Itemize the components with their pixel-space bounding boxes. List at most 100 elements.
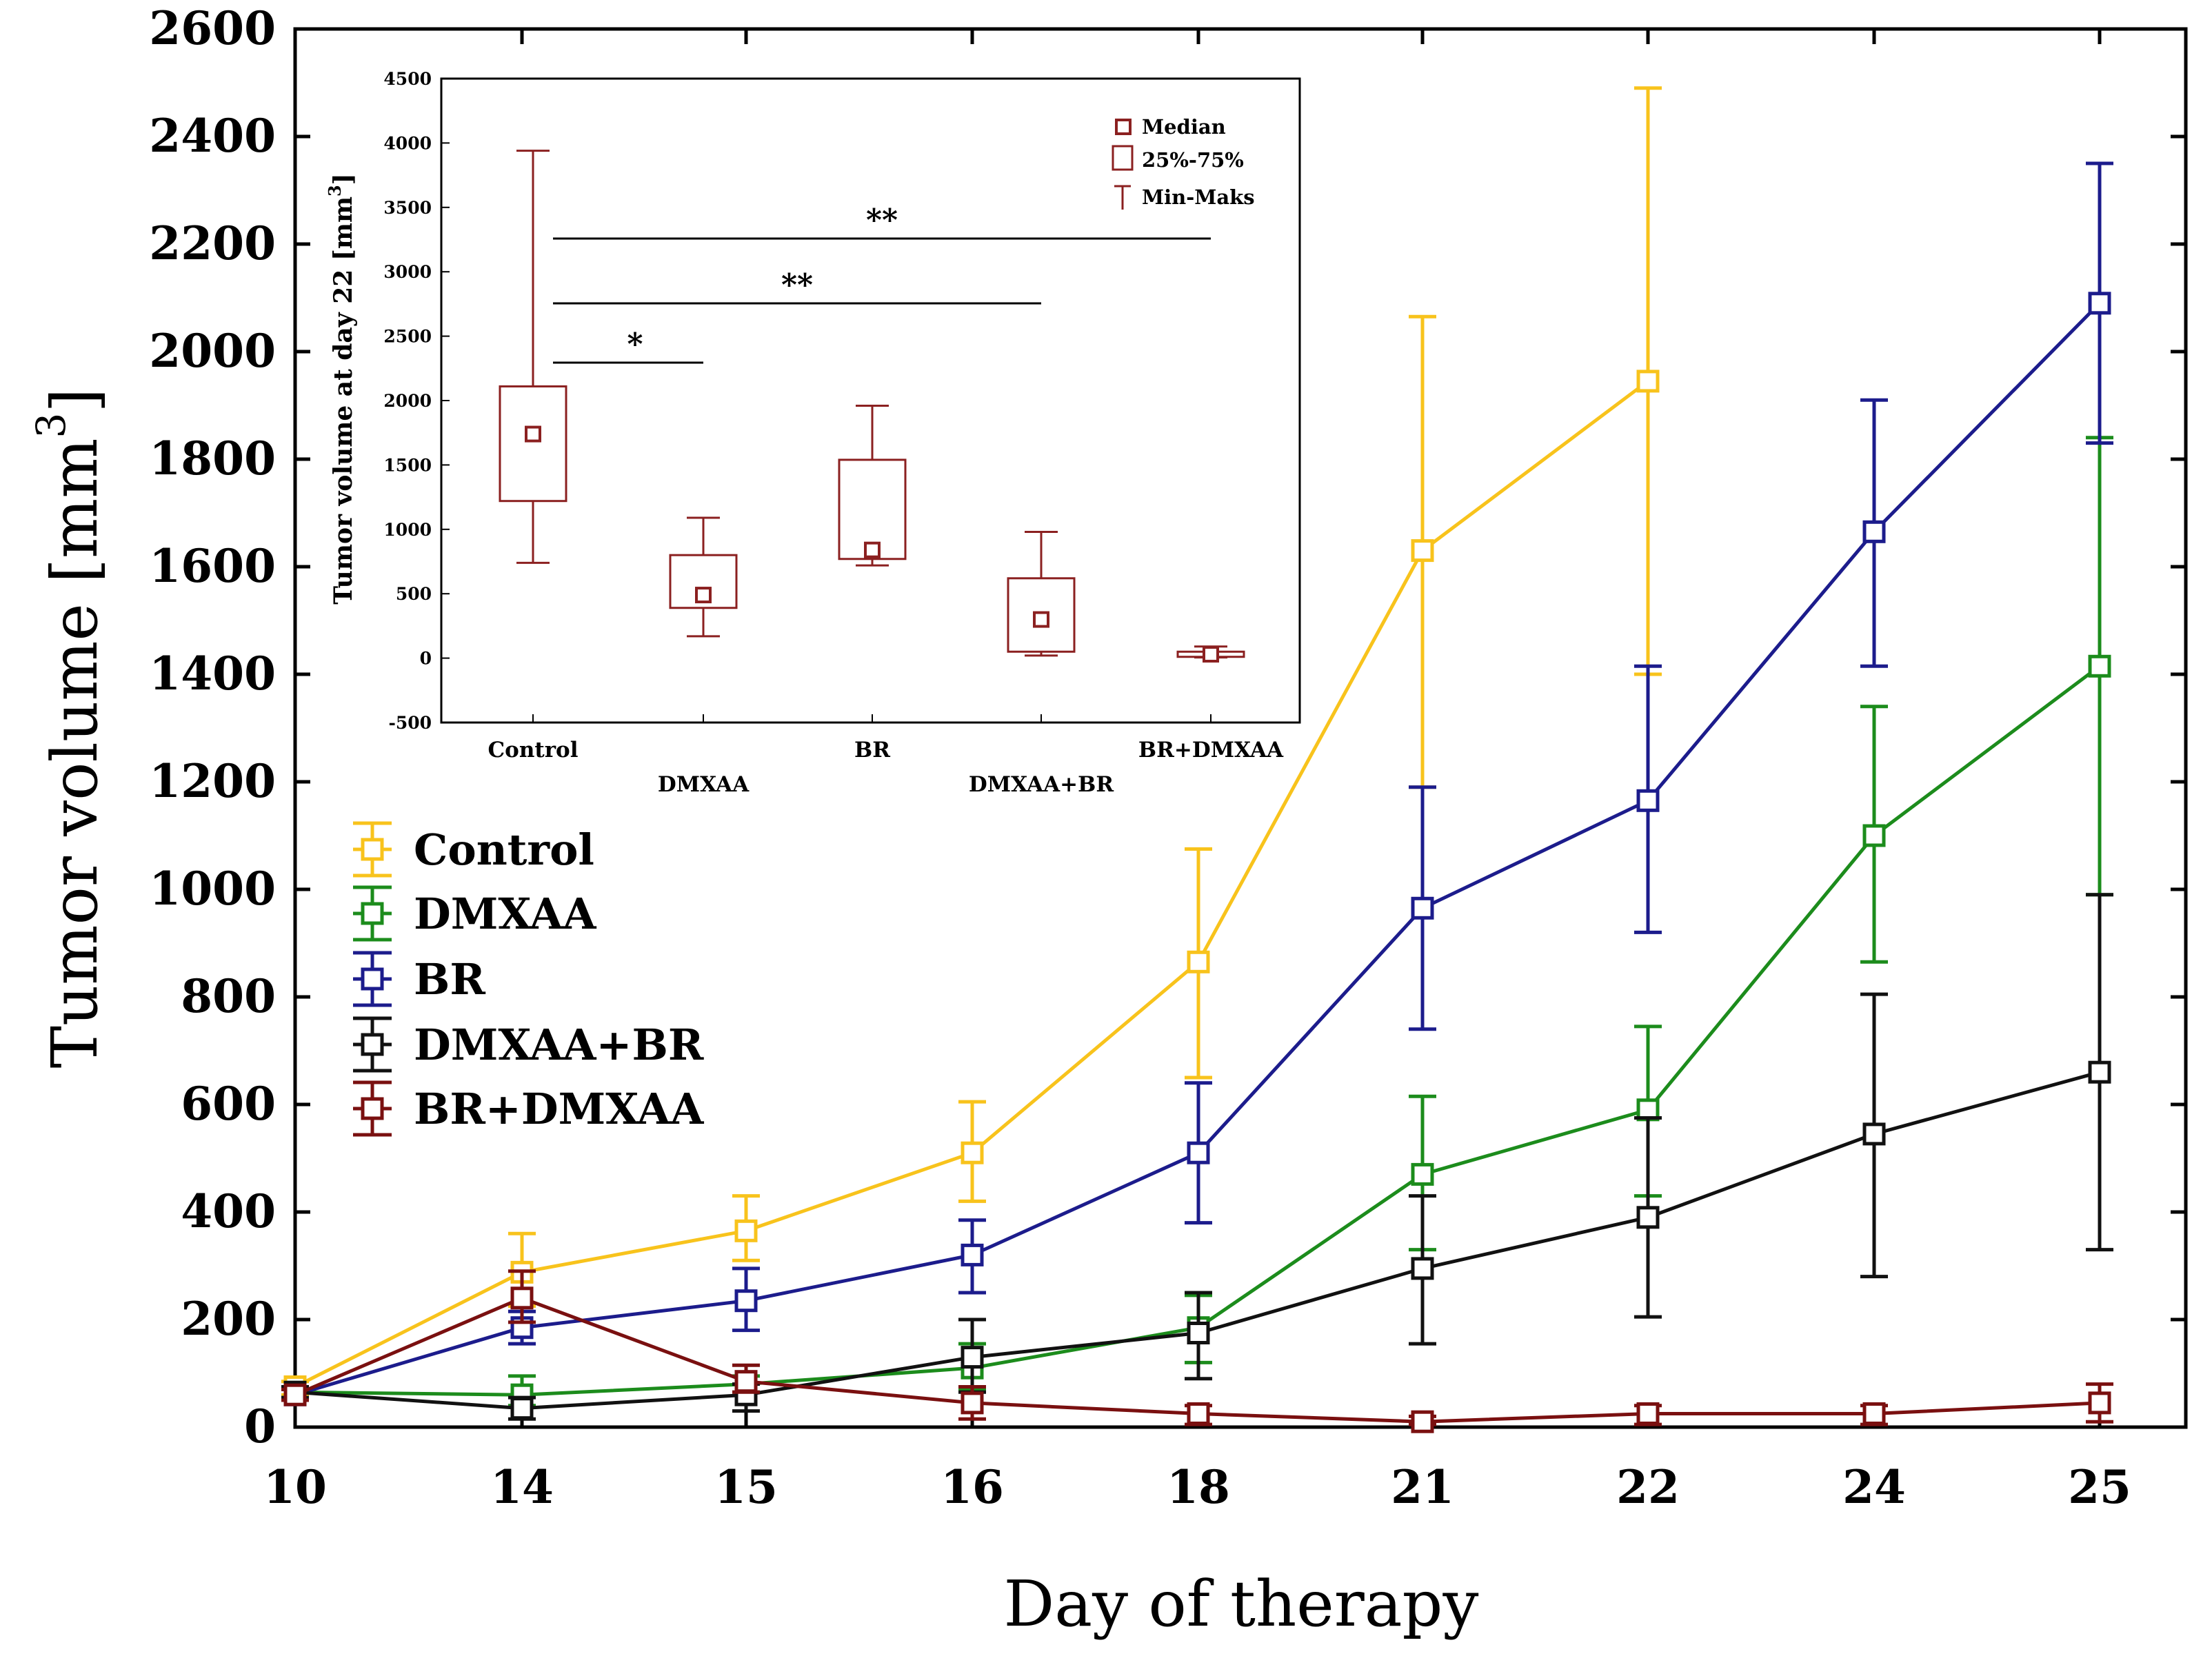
data-point [1862, 824, 1886, 847]
box-br [838, 404, 907, 567]
significance-label: ** [866, 203, 898, 238]
y-axis-title: Tumor volume [mm3] [28, 388, 112, 1069]
data-point [1411, 1257, 1434, 1280]
inset-y-tick-label: 4500 [383, 69, 432, 89]
y-tick-label: 1200 [149, 754, 276, 808]
inset-y-tick-label: 1500 [383, 455, 432, 475]
main-plot: 0200400600800100012001400160018002000220… [28, 1, 2188, 1641]
inset-y-tick-label: 3000 [383, 262, 432, 282]
data-point [1187, 950, 1210, 973]
box-control [499, 150, 567, 564]
data-point [1411, 1162, 1434, 1186]
significance-bar: ** [553, 267, 1041, 305]
box-dmxaa-br [1007, 531, 1076, 657]
x-tick-label: 25 [2068, 1460, 2131, 1514]
data-point [1636, 789, 1660, 812]
y-tick-label: 600 [181, 1077, 276, 1131]
inset-y-axis-title-superscript: 3 [325, 185, 345, 196]
data-point [510, 1397, 534, 1420]
data-point [283, 1383, 307, 1406]
data-point [1411, 539, 1434, 563]
data-point [2088, 1391, 2111, 1415]
inset-y-tick-label: 1000 [383, 520, 432, 540]
inset-y-tick-label: 2500 [383, 327, 432, 347]
legend-item: DMXAA+BR [353, 1016, 704, 1073]
inset-x-label: DMXAA [658, 772, 750, 797]
data-point [734, 1219, 758, 1242]
inset-y-axis-title-main: Tumor volume at day 22 [mm [329, 196, 358, 605]
x-axis-title: Day of therapy [1004, 1567, 1479, 1641]
y-tick-label: 200 [181, 1292, 276, 1346]
inset-y-tick-label: -500 [388, 713, 432, 733]
data-point [1636, 370, 1660, 393]
data-point [1862, 520, 1886, 543]
inset-y-axis-title-close: ] [329, 173, 358, 185]
inset-legend-median-marker [1115, 119, 1132, 135]
plot-frame [293, 27, 2188, 1429]
series-dmxaa-br [281, 893, 2113, 1421]
data-point [1862, 1122, 1886, 1146]
data-point [961, 1243, 984, 1266]
inset-legend: Median 25%-75% Min-Maks [1112, 115, 1255, 210]
data-point [1187, 1402, 1210, 1425]
box-median-marker [1203, 645, 1219, 663]
y-tick-label: 2000 [149, 324, 276, 378]
data-point [734, 1289, 758, 1313]
x-tick-label: 14 [490, 1460, 554, 1514]
significance-label: * [627, 327, 643, 362]
y-tick-label: 1600 [149, 539, 276, 593]
data-point [510, 1286, 534, 1310]
x-tick-label: 15 [714, 1460, 778, 1514]
data-point [1411, 1410, 1434, 1433]
data-point [1636, 1206, 1660, 1229]
legend-item: DMXAA [353, 885, 596, 942]
box-dmxaa [669, 516, 738, 638]
significance-label: ** [781, 267, 813, 303]
x-tick-label: 24 [1842, 1460, 1906, 1514]
inset-y-axis-title: Tumor volume at day 22 [mm3] [325, 173, 358, 605]
y-axis-title-superscript: 3 [28, 413, 74, 438]
legend-marker [361, 902, 384, 925]
box-median-marker [864, 541, 881, 558]
box-median-marker [1033, 611, 1049, 628]
data-point [961, 1346, 984, 1369]
y-tick-label: 2200 [149, 216, 276, 270]
inset-legend-whisker-label: Min-Maks [1142, 185, 1255, 209]
x-tick-label: 18 [1167, 1460, 1230, 1514]
y-tick-label: 1400 [149, 647, 276, 700]
legend-item: BR+DMXAA [353, 1080, 704, 1137]
box-iqr [1007, 577, 1076, 653]
data-point [1411, 896, 1434, 920]
inset-y-tick-label: 4000 [383, 133, 432, 153]
inset-legend-box-label: 25%-75% [1142, 148, 1244, 172]
x-tick-label: 10 [263, 1460, 327, 1514]
data-point [1862, 1402, 1886, 1425]
legend-label: DMXAA+BR [414, 1020, 704, 1070]
data-point [1636, 1402, 1660, 1425]
legend-label: Control [414, 825, 594, 875]
y-tick-label: 1800 [149, 432, 276, 485]
inset-x-label: BR+DMXAA [1138, 738, 1284, 763]
y-axis-title-close: ] [38, 388, 112, 413]
inset-x-label: DMXAA+BR [969, 772, 1114, 797]
legend-label: BR [414, 954, 485, 1004]
data-point [961, 1141, 984, 1164]
legend-item: Control [353, 821, 594, 878]
inset-legend-median-label: Median [1142, 115, 1226, 139]
y-tick-label: 800 [181, 969, 276, 1023]
y-tick-label: 1000 [149, 862, 276, 916]
inset-boxplot: -500 0 500 1000 1500 2000 2500 3000 3500 4000 4500… [325, 69, 1301, 797]
main-legend: Control DMXAA BR DMXAA+BR BR+DMXAA [353, 821, 704, 1137]
y-tick-label: 2600 [149, 1, 276, 55]
legend-item: BR [353, 951, 485, 1007]
box-median-marker [525, 425, 541, 443]
inset-frame [440, 77, 1301, 724]
y-axis-title-main: Tumor volume [mm [38, 438, 112, 1069]
legend-label: BR+DMXAA [414, 1084, 704, 1134]
inset-y-tick-label: 2000 [383, 391, 432, 411]
legend-marker [361, 1097, 384, 1120]
series-br-dmxaa [281, 1269, 2113, 1433]
legend-marker [361, 1033, 384, 1056]
data-point [2088, 654, 2111, 678]
